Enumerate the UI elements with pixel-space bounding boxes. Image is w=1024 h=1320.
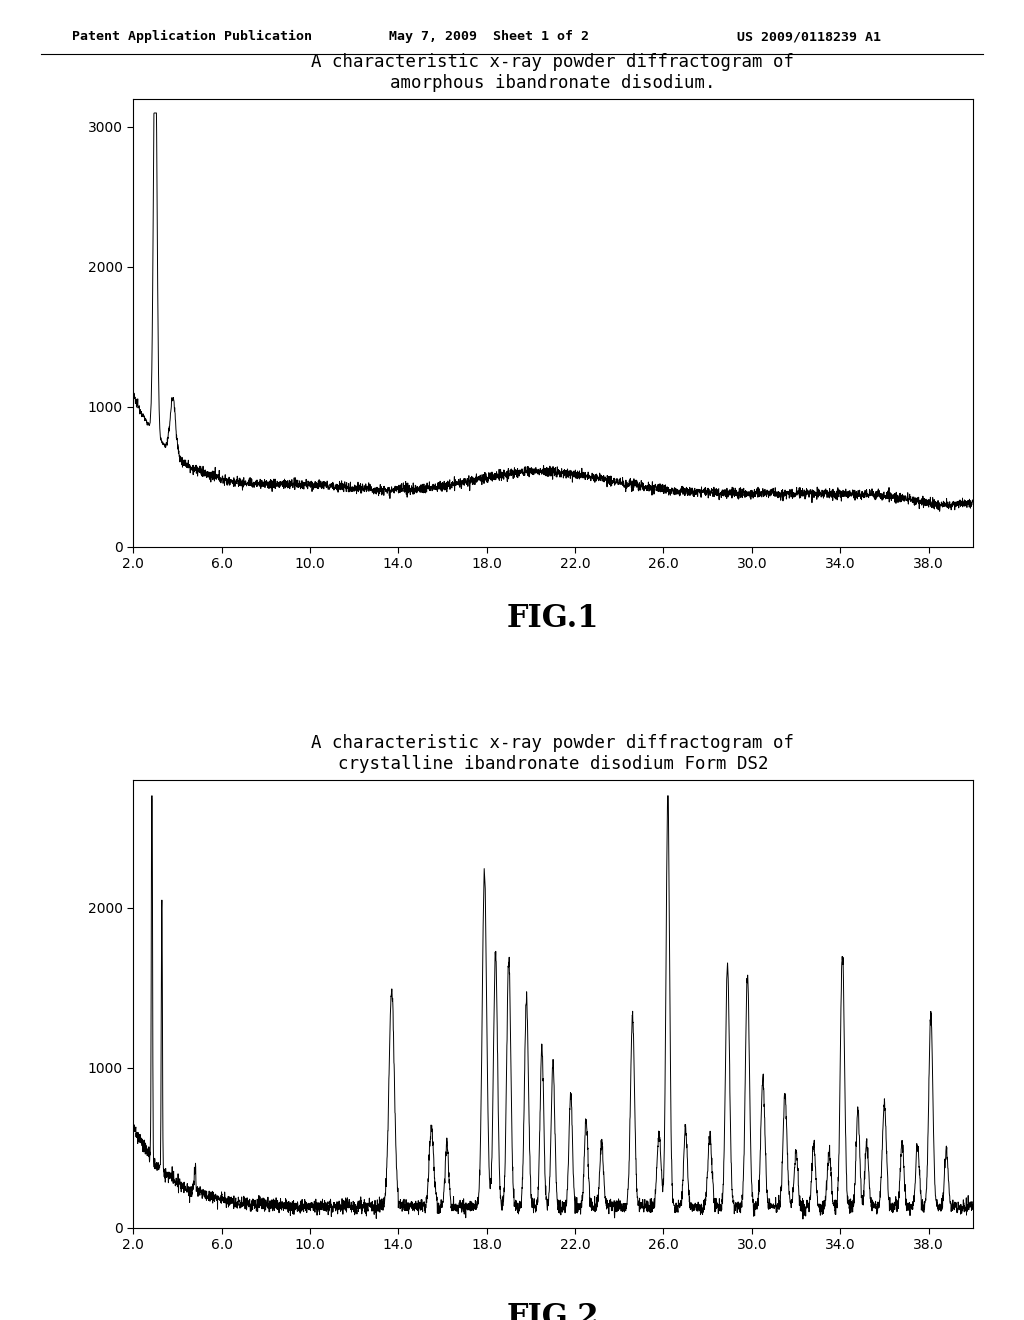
Text: FIG.2: FIG.2 [507, 1302, 599, 1320]
Title: A characteristic x-ray powder diffractogram of
crystalline ibandronate disodium : A characteristic x-ray powder diffractog… [311, 734, 795, 772]
Text: FIG.1: FIG.1 [507, 603, 599, 634]
Text: Patent Application Publication: Patent Application Publication [72, 30, 311, 44]
Title: A characteristic x-ray powder diffractogram of
amorphous ibandronate disodium.: A characteristic x-ray powder diffractog… [311, 53, 795, 92]
Text: US 2009/0118239 A1: US 2009/0118239 A1 [737, 30, 882, 44]
Text: May 7, 2009  Sheet 1 of 2: May 7, 2009 Sheet 1 of 2 [389, 30, 589, 44]
